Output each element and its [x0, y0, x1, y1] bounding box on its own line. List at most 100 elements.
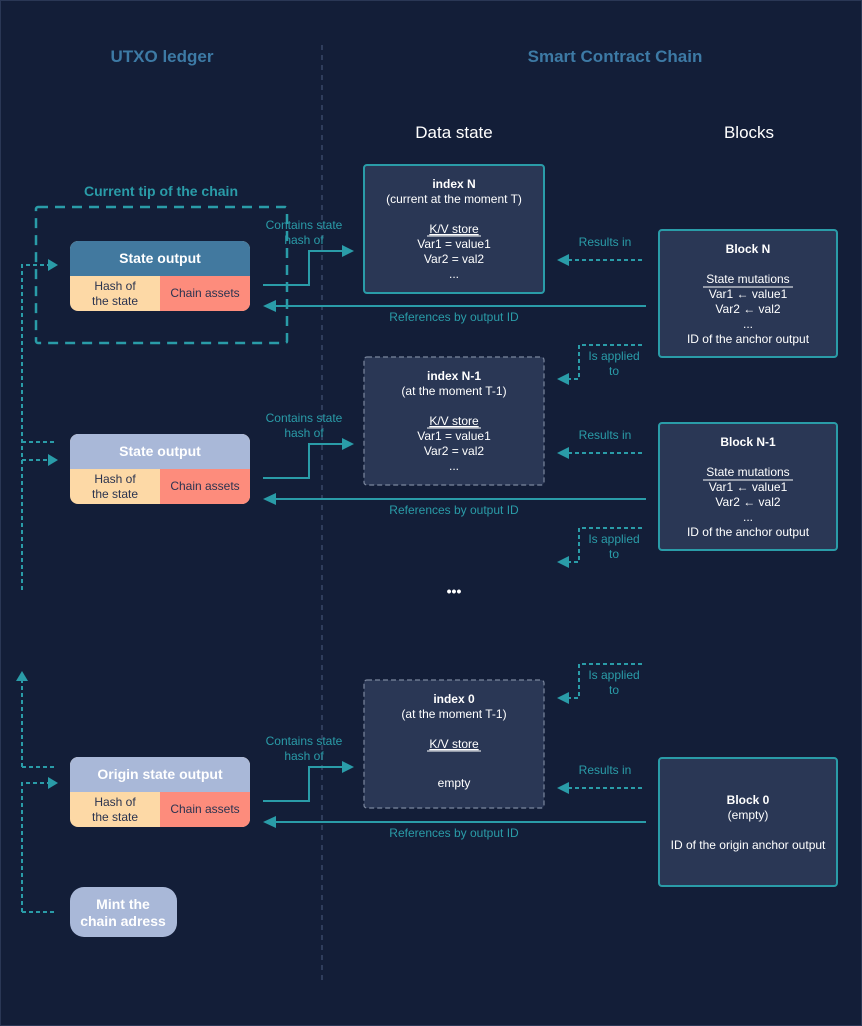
assets-cell — [160, 792, 250, 827]
results-label: Results in — [579, 235, 632, 249]
arrow-head — [557, 373, 569, 385]
data-state-2: index 0(at the moment T-1) K/V store empty… — [263, 679, 646, 840]
kv-store-label: K/V store — [429, 414, 479, 428]
assets-label: Chain assets — [170, 286, 239, 300]
smart-contract-header: Smart Contract Chain — [528, 47, 703, 66]
block-title: Block N — [726, 242, 771, 256]
data-state-1: index N-1(at the moment T-1)K/V storeVar… — [263, 356, 646, 517]
assets-cell — [160, 276, 250, 311]
contains-arrow — [263, 766, 344, 802]
contains-label-2: hash of — [284, 426, 324, 440]
results-label: Results in — [579, 428, 632, 442]
block-box — [658, 422, 838, 551]
applied-label-2: to — [609, 547, 619, 561]
output-title: State output — [119, 250, 201, 266]
hash-label-2: the state — [92, 294, 138, 308]
block-line: ID of the origin anchor output — [671, 838, 826, 852]
arrow-head — [263, 300, 276, 312]
mutations-label: State mutations — [706, 465, 789, 479]
block-box — [658, 757, 838, 887]
references-label: References by output ID — [389, 503, 519, 517]
block-line: Var1 ← value1 — [709, 287, 788, 301]
state-line: Var2 = val2 — [424, 444, 484, 458]
state-line: ... — [449, 267, 459, 281]
block-box — [658, 229, 838, 358]
state-line: Var1 = value1 — [417, 429, 491, 443]
references-label: References by output ID — [389, 310, 519, 324]
block-line: ... — [743, 317, 753, 331]
block-line: Var2 ← val2 — [715, 302, 780, 316]
output-title: Origin state output — [97, 766, 223, 782]
output-header — [70, 434, 250, 469]
block-2: Block 0(empty) ID of the origin anchor ou… — [658, 757, 838, 887]
state-box — [363, 356, 545, 486]
arrow-head — [342, 761, 354, 773]
arrow-head — [557, 692, 569, 704]
state-subtitle: (current at the moment T) — [386, 192, 522, 206]
mint-label-1: Mint the — [96, 896, 150, 912]
block-subtitle: (empty) — [728, 808, 769, 822]
current-tip-frame — [34, 205, 289, 345]
applied-label-2: to — [609, 683, 619, 697]
contains-arrow — [263, 250, 344, 286]
mutations-label: State mutations — [706, 272, 789, 286]
left-connectors — [16, 259, 58, 913]
mint-label-2: chain adress — [80, 913, 166, 929]
contains-label-1: Contains state — [266, 218, 343, 232]
hash-label-1: Hash of — [94, 279, 136, 293]
block-line: ID of the anchor output — [687, 332, 810, 346]
assets-cell — [160, 469, 250, 504]
block-line: Var2 ← val2 — [715, 495, 780, 509]
mint-button — [70, 887, 177, 937]
arrow-head — [557, 447, 569, 459]
contains-label-1: Contains state — [266, 734, 343, 748]
state-line: empty — [438, 776, 471, 790]
output-title: State output — [119, 443, 201, 459]
output-header — [70, 241, 250, 276]
data-state-header: Data state — [415, 123, 493, 142]
applied-label-2: to — [609, 364, 619, 378]
applied-label-1: Is applied — [588, 668, 639, 682]
arrow-head — [557, 556, 569, 568]
contains-label-1: Contains state — [266, 411, 343, 425]
references-label: References by output ID — [389, 826, 519, 840]
block-line: ... — [743, 510, 753, 524]
applied-label-1: Is applied — [588, 532, 639, 546]
hash-label-2: the state — [92, 810, 138, 824]
state-subtitle: (at the moment T-1) — [401, 384, 506, 398]
state-line: Var1 = value1 — [417, 237, 491, 251]
applied-label-1: Is applied — [588, 349, 639, 363]
results-label: Results in — [579, 763, 632, 777]
state-box — [363, 679, 545, 809]
arrow-head — [342, 245, 354, 257]
hash-label-1: Hash of — [94, 472, 136, 486]
tip-label: Current tip of the chain — [84, 183, 238, 199]
block-line: Var1 ← value1 — [709, 480, 788, 494]
ellipsis: ••• — [447, 583, 462, 599]
state-title: index N-1 — [427, 369, 481, 383]
utxo-header: UTXO ledger — [111, 47, 214, 66]
state-subtitle: (at the moment T-1) — [401, 707, 506, 721]
arrow-head — [557, 782, 569, 794]
data-state-0: index N(current at the moment T) K/V stor… — [263, 164, 646, 324]
state-line: Var2 = val2 — [424, 252, 484, 266]
hash-label-1: Hash of — [94, 795, 136, 809]
kv-store-label: K/V store — [429, 737, 479, 751]
assets-label: Chain assets — [170, 479, 239, 493]
blocks-header: Blocks — [724, 123, 774, 142]
state-title: index N — [432, 177, 475, 191]
arrow-head — [263, 816, 276, 828]
arrow-head — [557, 254, 569, 266]
contains-arrow — [263, 443, 344, 479]
arrow-head — [263, 493, 276, 505]
hash-label-2: the state — [92, 487, 138, 501]
